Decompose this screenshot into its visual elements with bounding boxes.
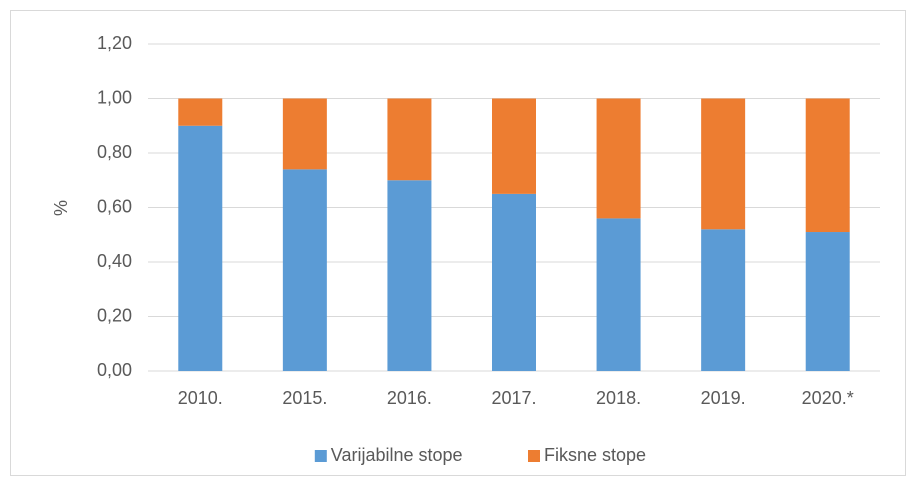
bar-segment [282,169,327,371]
x-tick-label: 2015. [282,388,327,408]
y-axis-label: % [51,200,71,216]
bar-segment [596,218,641,371]
x-tick-label: 2016. [387,388,432,408]
bar-segment [282,98,327,170]
x-tick-label: 2017. [491,388,536,408]
bar-segment [178,98,223,126]
bar-segment [178,125,223,371]
bar-segment [701,98,746,230]
legend-swatch [314,450,327,462]
bar-segment [805,232,850,371]
y-tick-label: 1,00 [97,87,132,107]
legend-label: Varijabilne stope [331,445,463,465]
x-tick-label: 2020.* [802,388,854,408]
x-tick-label: 2018. [596,388,641,408]
y-tick-label: 0,80 [97,142,132,162]
x-tick-label: 2010. [178,388,223,408]
y-tick-label: 0,60 [97,196,132,216]
x-tick-label: 2019. [701,388,746,408]
y-tick-label: 0,20 [97,305,132,325]
y-tick-label: 0,00 [97,360,132,380]
y-tick-label: 0,40 [97,251,132,271]
y-tick-label: 1,20 [97,33,132,53]
legend-label: Fiksne stope [544,445,646,465]
bar-segment [492,193,536,371]
legend-swatch [528,450,540,462]
chart-border [10,10,906,476]
bar-segment [387,98,432,181]
bar-segment [805,98,850,233]
bar-segment [387,180,432,371]
bar-segment [596,98,641,219]
bar-segment [492,98,536,194]
bar-segment [701,229,746,371]
